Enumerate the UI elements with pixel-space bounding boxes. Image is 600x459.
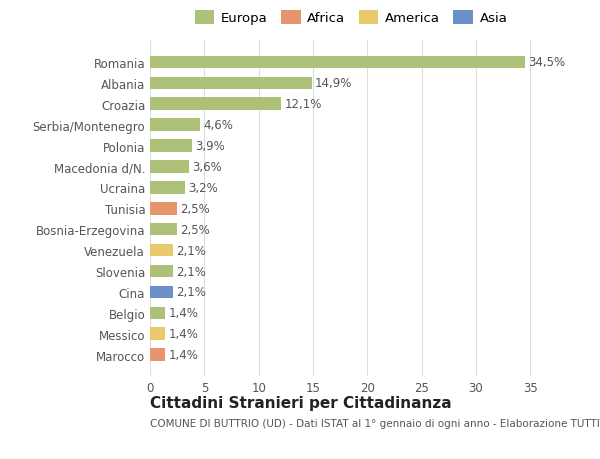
Text: 2,5%: 2,5% (181, 202, 210, 215)
Text: 3,2%: 3,2% (188, 181, 218, 195)
Text: 14,9%: 14,9% (315, 77, 353, 90)
Text: 2,5%: 2,5% (181, 223, 210, 236)
Legend: Europa, Africa, America, Asia: Europa, Africa, America, Asia (192, 9, 510, 28)
Bar (150, 98, 281, 111)
Text: 34,5%: 34,5% (528, 56, 565, 69)
Text: 1,4%: 1,4% (169, 348, 199, 361)
Bar (150, 286, 173, 298)
Text: 12,1%: 12,1% (285, 98, 322, 111)
Bar (150, 244, 173, 257)
Text: 2,1%: 2,1% (176, 244, 206, 257)
Bar (150, 328, 165, 340)
Bar (150, 56, 525, 69)
Bar (150, 161, 189, 174)
Text: 2,1%: 2,1% (176, 286, 206, 299)
Bar (150, 182, 185, 194)
Bar (150, 119, 200, 132)
Bar (150, 349, 165, 361)
Bar (150, 140, 193, 152)
Text: COMUNE DI BUTTRIO (UD) - Dati ISTAT al 1° gennaio di ogni anno - Elaborazione TU: COMUNE DI BUTTRIO (UD) - Dati ISTAT al 1… (150, 418, 600, 428)
Text: 1,4%: 1,4% (169, 328, 199, 341)
Bar (150, 78, 312, 90)
Bar (150, 224, 177, 236)
Bar (150, 202, 177, 215)
Bar (150, 265, 173, 278)
Bar (150, 307, 165, 319)
Text: 1,4%: 1,4% (169, 307, 199, 319)
Text: 4,6%: 4,6% (203, 119, 233, 132)
Text: 2,1%: 2,1% (176, 265, 206, 278)
Text: 3,6%: 3,6% (193, 161, 222, 174)
Text: Cittadini Stranieri per Cittadinanza: Cittadini Stranieri per Cittadinanza (150, 395, 452, 410)
Text: 3,9%: 3,9% (196, 140, 226, 153)
